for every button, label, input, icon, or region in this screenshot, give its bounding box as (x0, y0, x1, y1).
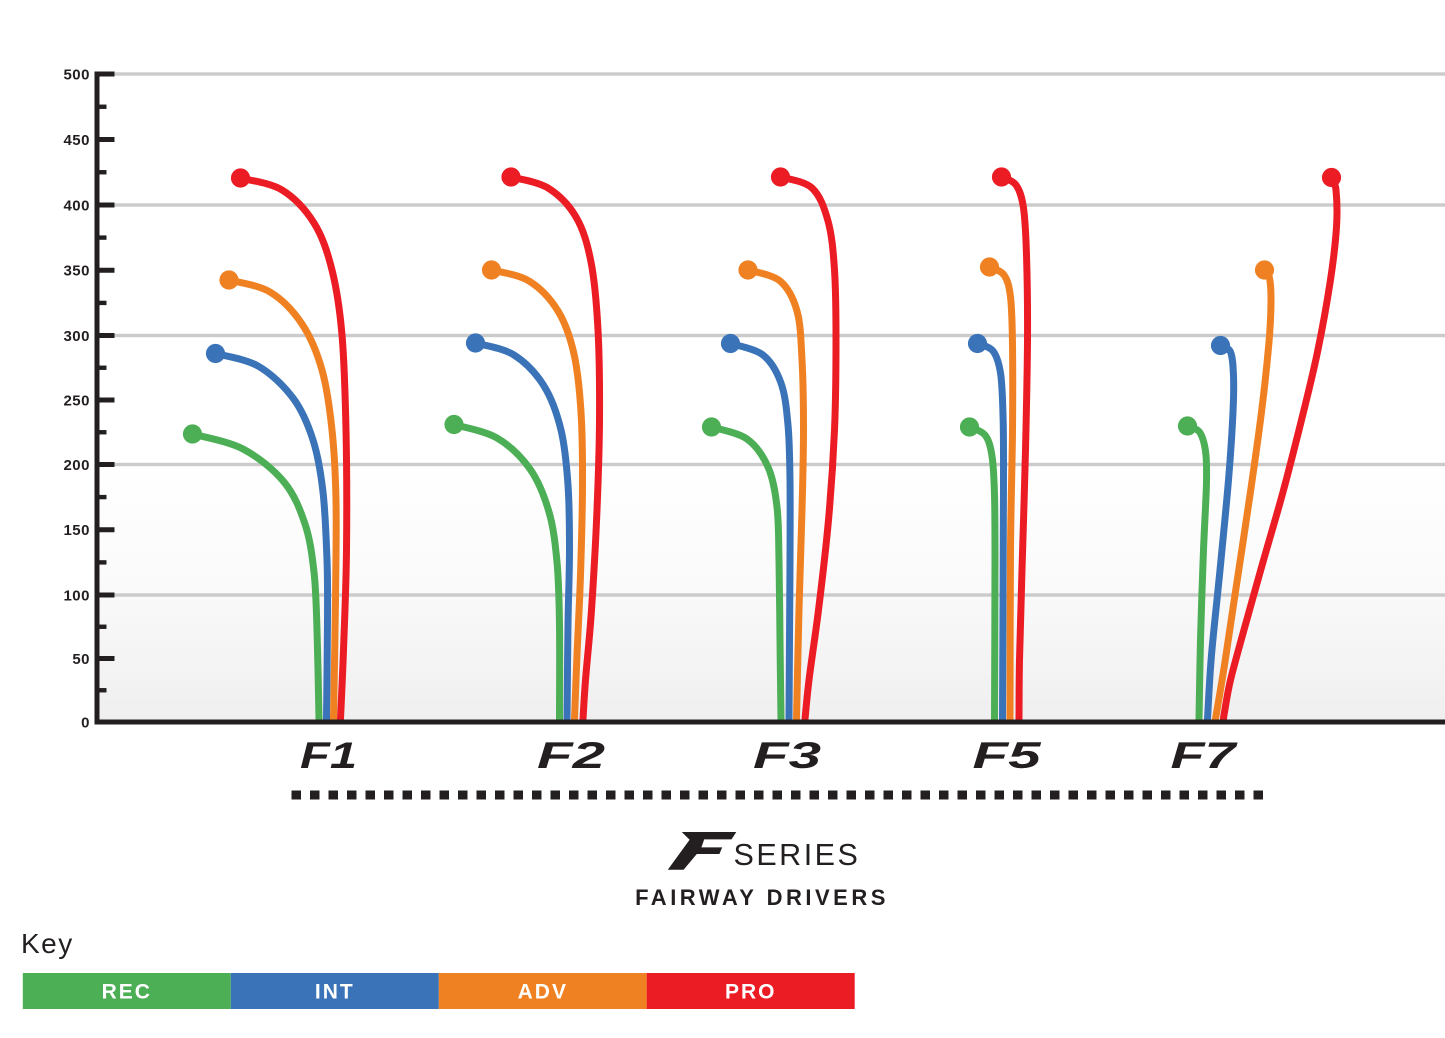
svg-text:INT: INT (315, 981, 355, 1004)
svg-text:100: 100 (63, 587, 90, 604)
svg-text:F2: F2 (537, 735, 606, 776)
svg-text:FAIRWAY DRIVERS: FAIRWAY DRIVERS (635, 885, 889, 910)
svg-text:0: 0 (81, 714, 90, 731)
svg-text:F5: F5 (973, 735, 1043, 776)
svg-text:F3: F3 (753, 735, 822, 776)
svg-text:50: 50 (72, 651, 90, 668)
svg-text:150: 150 (63, 522, 90, 539)
svg-text:ADV: ADV (518, 981, 568, 1004)
svg-text:350: 350 (63, 263, 90, 280)
svg-text:200: 200 (63, 457, 90, 474)
svg-text:500: 500 (63, 66, 90, 83)
svg-text:F7: F7 (1171, 735, 1240, 776)
svg-text:REC: REC (102, 981, 152, 1004)
svg-text:250: 250 (63, 392, 90, 409)
svg-text:Key: Key (21, 928, 74, 959)
svg-text:400: 400 (63, 197, 90, 214)
svg-text:450: 450 (63, 132, 90, 149)
svg-text:SERIES: SERIES (734, 838, 861, 872)
svg-text:300: 300 (63, 328, 90, 345)
svg-text:F1: F1 (300, 735, 357, 776)
svg-text:PRO: PRO (725, 981, 777, 1004)
